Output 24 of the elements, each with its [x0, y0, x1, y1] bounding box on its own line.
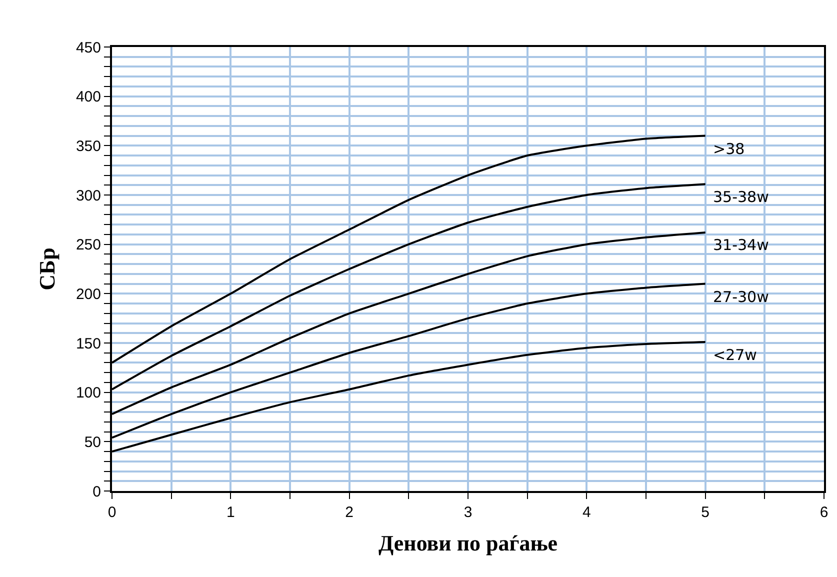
series-label: 35-38w	[713, 188, 769, 206]
x-axis-title: Денови по раѓање	[378, 530, 558, 556]
x-tick-label: 1	[226, 504, 235, 521]
y-tick-label: 50	[84, 434, 101, 451]
y-axis-title: СБр	[34, 248, 60, 290]
x-tick-label: 2	[345, 504, 354, 521]
y-tick-label: 100	[76, 384, 101, 402]
series-label: <27w	[713, 346, 757, 364]
y-tick-label: 450	[76, 39, 101, 56]
x-tick-label: 0	[108, 504, 116, 521]
x-tick-label: 3	[464, 504, 472, 521]
y-tick-label: 350	[76, 138, 101, 155]
series-label: 27-30w	[713, 288, 769, 306]
y-tick-label: 150	[76, 335, 101, 352]
x-tick-label: 6	[820, 504, 828, 521]
y-tick-label: 400	[76, 88, 101, 106]
y-tick-label: 200	[76, 286, 101, 303]
y-tick-label: 300	[76, 187, 101, 204]
x-tick-label: 4	[582, 504, 591, 521]
y-tick-label: 0	[92, 483, 101, 500]
x-tick-label: 5	[701, 504, 710, 521]
series-label: >38	[713, 140, 745, 158]
y-tick-label: 250	[76, 236, 101, 254]
series-label: 31-34w	[713, 236, 769, 254]
